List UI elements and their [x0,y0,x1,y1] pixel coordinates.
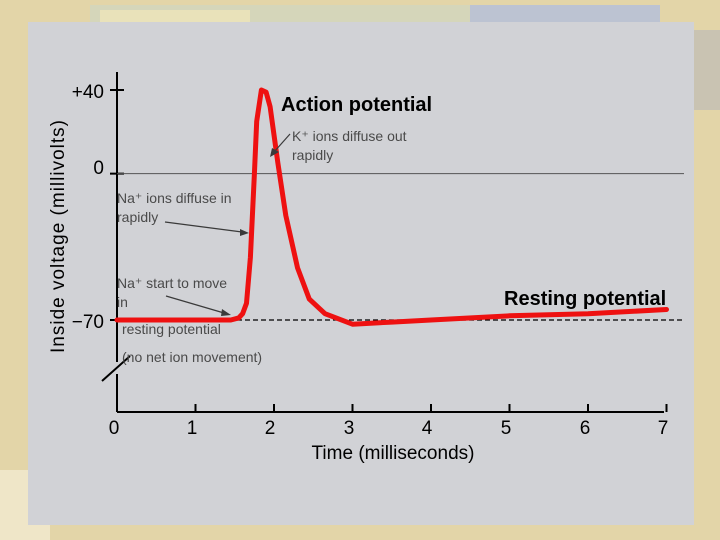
y-tick-label-40: +40 [72,82,104,103]
x-tick-label-5: 5 [501,418,512,439]
action-potential-label: Action potential [281,94,432,116]
slide-panel [28,22,694,525]
na-in-pointer [164,221,243,233]
x-tick-label-1: 1 [187,418,198,439]
na-start-pointer [165,295,225,314]
x-tick-label-7: 7 [658,418,669,439]
x-tick-label-0: 0 [109,418,120,439]
resting-note-line1: resting potential [122,321,221,337]
k-ions-arrowhead [270,148,279,157]
x-tick-label-4: 4 [422,418,433,439]
y-axis-title: Inside voltage (millivolts) [48,119,69,353]
resting-potential-label: Resting potential [504,288,666,310]
k-ions-pointer [273,133,291,153]
y-tick-label-0: 0 [93,158,104,179]
x-axis-title: Time (milliseconds) [312,443,475,464]
na-start-label-line1: Na⁺ start to move [117,275,227,291]
resting-note-line2: (no net ion movement) [122,349,262,365]
na-in-arrowhead [240,229,249,236]
x-tick-label-2: 2 [265,418,276,439]
x-tick-label-6: 6 [580,418,591,439]
y-tick-label-minus-70: −70 [72,312,104,333]
na-in-label-line1: Na⁺ ions diffuse in [117,190,232,206]
x-tick-label-3: 3 [344,418,355,439]
k-ions-label-line1: K⁺ ions diffuse out [292,128,407,144]
membrane-voltage-trace [114,87,669,327]
na-in-label-line2: rapidly [117,209,158,225]
na-start-arrowhead [221,309,231,316]
y-axis-break-mark [101,355,131,382]
na-start-label-line2: in [117,294,128,310]
k-ions-label-line2: rapidly [292,147,333,163]
